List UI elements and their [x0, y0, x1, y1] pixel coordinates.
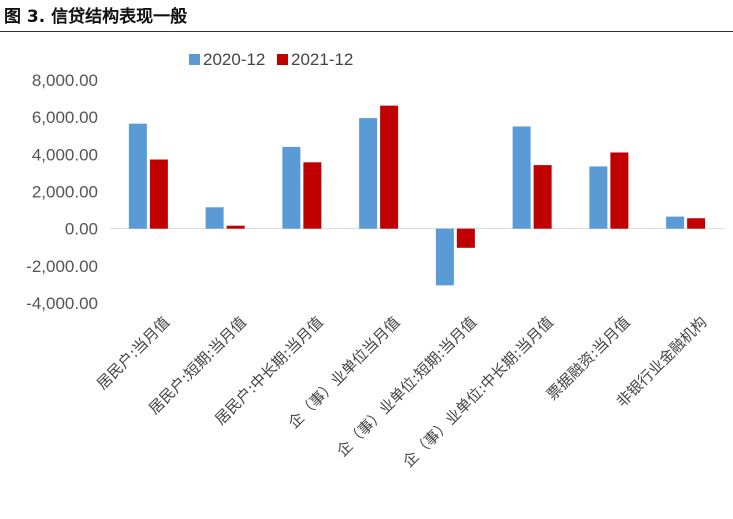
legend-label: 2021-12 — [291, 50, 353, 69]
bar-2020-12-4 — [435, 228, 454, 286]
y-tick-label: -2,000.00 — [26, 257, 98, 276]
bar-2021-12-4 — [456, 228, 475, 248]
legend-label: 2020-12 — [203, 50, 265, 69]
bar-2021-12-3 — [380, 105, 399, 229]
bar-2021-12-1 — [226, 225, 245, 229]
bar-2020-12-5 — [512, 126, 531, 229]
bar-2020-12-3 — [359, 118, 378, 229]
legend-swatch-2021-12 — [277, 54, 288, 65]
y-tick-label: 8,000.00 — [32, 71, 98, 90]
y-tick-label: 0.00 — [65, 220, 98, 239]
bar-2020-12-0 — [128, 123, 147, 229]
bar-2021-12-0 — [149, 159, 168, 229]
bar-2020-12-1 — [205, 207, 224, 229]
figure-title: 图 3. 信贷结构表现一般 — [4, 7, 188, 27]
bar-2020-12-6 — [589, 166, 608, 229]
bar-2020-12-2 — [282, 146, 301, 229]
y-tick-label: 6,000.00 — [32, 108, 98, 127]
title-rule — [0, 31, 733, 32]
bar-2020-12-7 — [666, 216, 685, 229]
legend-swatch-2020-12 — [189, 54, 200, 65]
y-tick-label: -4,000.00 — [26, 294, 98, 313]
category-label: 企（事）业单位:短期:当月值 — [333, 313, 480, 460]
bar-2021-12-2 — [303, 162, 322, 229]
bar-2021-12-7 — [687, 218, 706, 229]
category-label: 居民户:当月值 — [93, 313, 173, 393]
y-tick-label: 4,000.00 — [32, 145, 98, 164]
bar-2021-12-5 — [533, 165, 552, 229]
y-tick-label: 2,000.00 — [32, 183, 98, 202]
bar-2021-12-6 — [610, 152, 629, 229]
category-label: 企（事）业单位:中长期:当月值 — [399, 313, 557, 471]
